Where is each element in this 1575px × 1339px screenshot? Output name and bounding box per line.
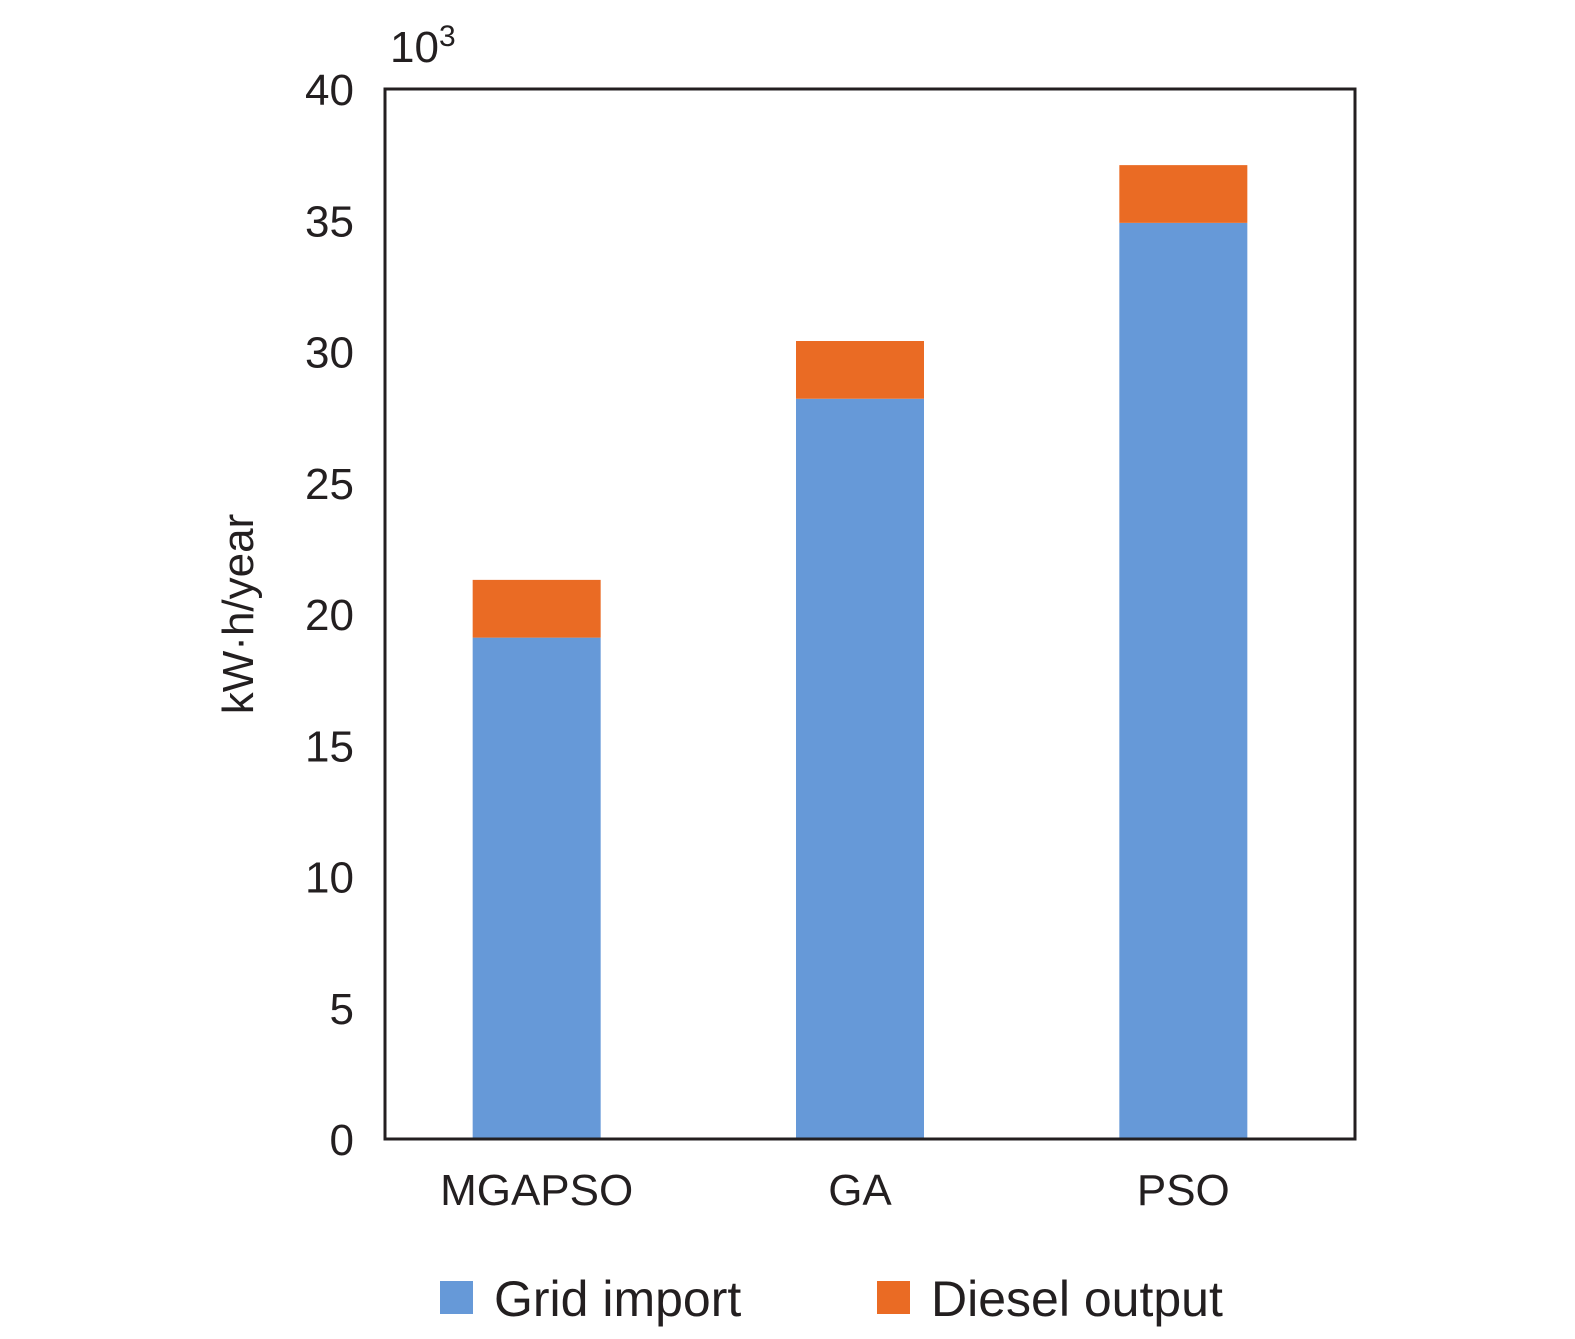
bar-diesel-output-pso — [1119, 165, 1248, 223]
legend-swatch-grid-import — [440, 1281, 473, 1314]
legend-label: Diesel output — [931, 1271, 1223, 1327]
bars — [472, 165, 1248, 1139]
bar-diesel-output-ga — [796, 341, 924, 399]
bar-grid-import-mgapso — [472, 637, 601, 1139]
y-tick-label: 40 — [305, 66, 354, 115]
y-tick-label: 15 — [305, 722, 354, 771]
y-tick-label: 0 — [330, 1116, 354, 1165]
y-axis-label: kW·h/year — [214, 514, 263, 714]
x-axis-ticks: MGAPSO GA PSO — [440, 1166, 1230, 1215]
y-axis-ticks: 0 5 10 15 20 25 30 35 40 — [305, 66, 354, 1165]
bar-diesel-output-mgapso — [472, 579, 601, 638]
legend: Grid import Diesel output — [440, 1271, 1223, 1327]
y-tick-label: 10 — [305, 854, 354, 903]
plot-frame — [383, 87, 1357, 1141]
legend-label: Grid import — [494, 1271, 741, 1327]
x-tick-label: GA — [828, 1166, 892, 1215]
y-multiplier: 103 — [390, 20, 456, 72]
y-tick-label: 30 — [305, 329, 354, 378]
y-tick-label: 35 — [305, 197, 354, 246]
bar-grid-import-pso — [1119, 222, 1248, 1139]
bar-grid-import-ga — [796, 398, 924, 1139]
legend-swatch-diesel-output — [877, 1281, 910, 1314]
y-tick-label: 5 — [330, 985, 354, 1034]
y-tick-label: 25 — [305, 460, 354, 509]
x-tick-label: MGAPSO — [440, 1166, 633, 1215]
x-tick-label: PSO — [1137, 1166, 1230, 1215]
y-tick-label: 20 — [305, 591, 354, 640]
